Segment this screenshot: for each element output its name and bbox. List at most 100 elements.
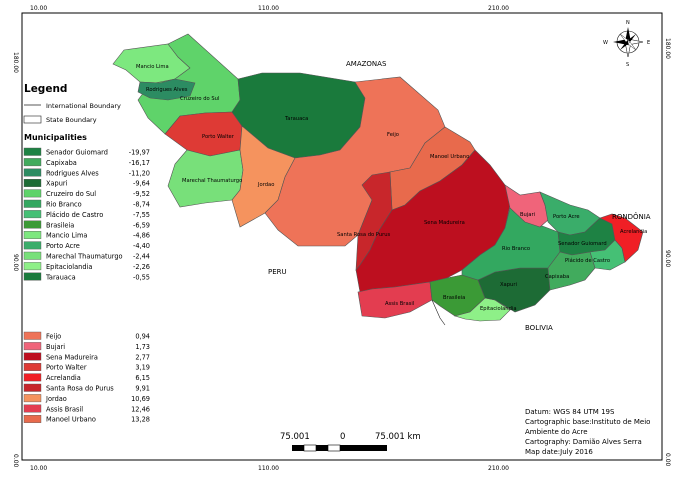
legend-red-value-1: 1,73	[135, 343, 150, 351]
compass-s: S	[626, 62, 629, 68]
legend-green-value-6: -7,55	[133, 211, 150, 219]
label-feijo: Feijo	[387, 132, 399, 138]
label-cruzeiro-do-sul: Cruzeiro do Sul	[180, 96, 219, 102]
legend-red-value-7: 12,46	[131, 405, 150, 413]
top-tick-1: 10.00	[30, 5, 47, 12]
scale-seg-4	[327, 444, 341, 452]
right-tick-3: 0.00	[664, 453, 671, 467]
legend-green-swatch-8	[23, 230, 42, 239]
legend-green-swatch-1	[23, 158, 42, 167]
label-bolivia: BOLIVIA	[525, 324, 553, 332]
label-manoel-urbano: Manoel Urbano	[430, 154, 469, 160]
legend-green-name-12: Tarauaca	[45, 273, 76, 281]
legend-red-swatch-2	[23, 352, 42, 361]
info-cartography: Cartography: Damião Alves Serra	[525, 438, 642, 446]
scale-seg-1	[292, 445, 304, 451]
legend-title: Legend	[24, 83, 67, 95]
scale-label-left: 75.001	[280, 432, 310, 442]
label-tarauaca: Tarauaca	[284, 116, 308, 122]
legend-red-name-7: Assis Brasil	[46, 405, 83, 413]
legend-green-swatch-3	[23, 178, 42, 187]
legend-red-name-6: Jordao	[45, 395, 67, 403]
legend-green-value-1: -16,17	[129, 159, 150, 167]
bottom-tick-1: 10.00	[30, 465, 47, 472]
legend-red-value-5: 9,91	[135, 385, 150, 393]
legend-red-value-8: 13,28	[131, 416, 150, 424]
legend-green-swatch-0	[23, 147, 42, 156]
legend-red-swatch-4	[23, 373, 42, 382]
top-tick-3: 210.00	[488, 5, 509, 12]
label-mancio-lima: Mancio Lima	[136, 64, 169, 70]
legend-red-name-1: Bujari	[46, 343, 65, 351]
bottom-tick-3: 210.00	[488, 465, 509, 472]
epitaciolandia-shape	[453, 297, 511, 322]
legend-green-value-7: -6,59	[133, 221, 150, 229]
compass-arm-se	[627, 41, 637, 51]
legend-red-items: Feijo 0,94 Bujari 1,73 Sena Madureira 2,77 Por…	[23, 331, 150, 424]
legend-red-value-4: 6,15	[135, 374, 150, 382]
scale-label-right: 75.001 km	[375, 432, 421, 442]
label-rio-branco: Rio Branco	[502, 246, 530, 252]
jordao-shape	[231, 125, 296, 228]
compass-arm-ne	[628, 34, 636, 42]
label-xapuri: Xapuri	[500, 282, 517, 288]
legend-red-value-0: 0,94	[135, 333, 150, 341]
legend-red-swatch-3	[23, 363, 42, 371]
legend-green-swatch-4	[23, 189, 42, 198]
label-porto-acre: Porto Acre	[553, 214, 580, 220]
info-base-line1: Cartographic base:Instituto de Meio	[525, 418, 650, 426]
scale-seg-3	[316, 445, 328, 451]
compass-rose: N S E W	[603, 20, 650, 68]
label-rondonia: RONDÔNIA	[612, 212, 651, 221]
label-porto-walter: Porto Walter	[202, 134, 235, 140]
legend-international-boundary: International Boundary	[46, 102, 121, 110]
legend-green-swatch-9	[23, 241, 42, 250]
legend-green-name-11: Epitaciolandia	[46, 263, 92, 271]
legend-green-name-6: Plácido de Castro	[46, 211, 103, 219]
label-amazonas: AMAZONAS	[346, 60, 387, 68]
label-senador-guiomard: Senador Guiomard	[558, 241, 607, 247]
legend-red-name-8: Manoel Urbano	[46, 416, 96, 424]
legend-green-value-0: -19,97	[129, 149, 150, 157]
legend-red-value-2: 2,77	[135, 353, 150, 361]
legend-red-value-6: 10,69	[131, 395, 150, 403]
compass-arm-n	[625, 27, 631, 42]
map-info: Datum: WGS 84 UTM 19S Cartographic base:…	[525, 408, 650, 456]
legend-red-name-4: Acrelandia	[46, 374, 81, 382]
label-marechal: Marechal Thaumaturgo	[182, 178, 242, 184]
bottom-tick-2: 110.00	[258, 465, 279, 472]
legend-green-swatch-11	[23, 262, 42, 271]
legend-green-name-4: Cruzeiro do Sul	[46, 190, 96, 198]
capixaba-shape	[547, 251, 596, 291]
label-bujari: Bujari	[520, 212, 535, 218]
legend-green-swatch-5	[23, 199, 42, 208]
legend-green-swatch-10	[23, 251, 42, 260]
label-jordao: Jordao	[257, 182, 274, 188]
legend-green-value-8: -4,86	[133, 232, 150, 240]
legend-green-value-4: -9,52	[133, 190, 150, 198]
municipality-shapes	[112, 33, 644, 322]
municipality-labels: Mancio Lima Rodrigues Alves Cruzeiro do …	[136, 64, 647, 312]
scale-seg-5	[340, 445, 387, 451]
legend-green-swatch-12	[23, 272, 42, 281]
label-capixaba: Capixaba	[545, 274, 569, 280]
legend-green-name-9: Porto Acre	[46, 242, 80, 250]
label-placido-de-castro: Plácido de Castro	[565, 257, 610, 264]
legend-red-name-3: Porto Walter	[46, 364, 87, 372]
compass-arm-sw	[620, 42, 628, 50]
legend-section-title: Municipalities	[24, 133, 87, 142]
legend-green-name-0: Senador Guiomard	[46, 149, 108, 157]
legend-green-swatch-2	[23, 168, 42, 177]
legend-red-name-5: Santa Rosa do Purus	[46, 385, 114, 393]
legend-green-swatch-6	[23, 210, 42, 219]
legend-green-value-12: -0,55	[133, 273, 150, 281]
legend-green-items: Senador Guiomard -19,97 Capixaba -16,17 Rodr…	[23, 147, 150, 281]
legend-green-name-3: Xapuri	[46, 180, 68, 188]
legend-red-name-2: Sena Madureira	[46, 353, 98, 361]
info-datum: Datum: WGS 84 UTM 19S	[525, 408, 615, 416]
legend-green-value-11: -2,26	[133, 263, 150, 271]
compass-w: W	[603, 40, 608, 46]
legend-red-value-3: 3,19	[135, 364, 150, 372]
label-santa-rosa: Santa Rosa do Purus	[337, 232, 391, 238]
